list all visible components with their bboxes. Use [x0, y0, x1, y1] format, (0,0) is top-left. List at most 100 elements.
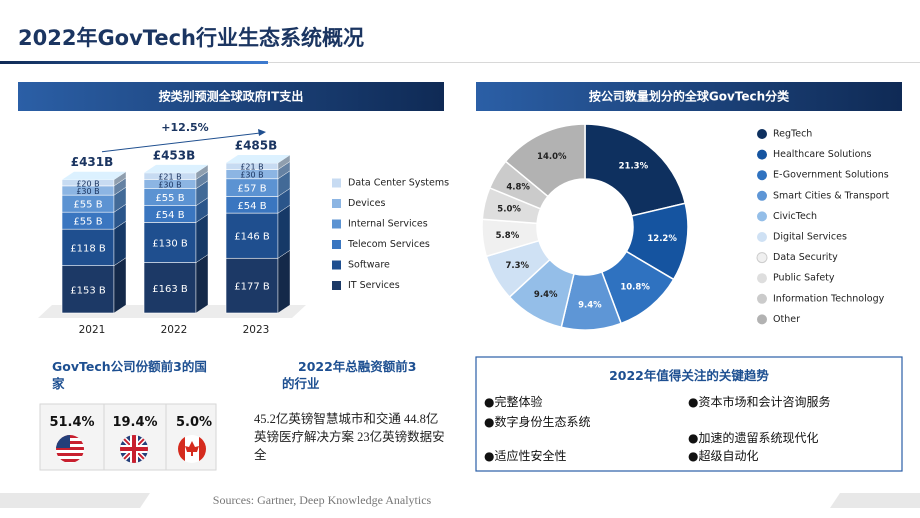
x-tick-label: 2021: [79, 324, 106, 336]
rule: [268, 62, 920, 63]
x-tick-label: 2022: [161, 324, 188, 336]
legend-label: E-Government Solutions: [773, 170, 889, 181]
legend-label: Information Technology: [773, 293, 885, 304]
slice-label: 9.4%: [578, 300, 602, 310]
legend-label: IT Services: [348, 280, 400, 291]
footer-bar: [0, 493, 150, 508]
slice-label: 10.8%: [620, 282, 650, 292]
donut-slice: [504, 123, 586, 198]
bar-top: [226, 155, 290, 163]
bar-segment: [61, 228, 115, 266]
country-share: 5.0%: [175, 415, 213, 430]
trend-item: ●资本市场和会计咨询服务: [688, 395, 831, 409]
legend-swatch: [757, 211, 767, 222]
legend-swatch: [332, 199, 341, 208]
panel-title: 按公司数量划分的全球GovTech分类: [589, 89, 790, 104]
x-tick-label: 2023: [243, 324, 270, 336]
trends-title: 2022年值得关注的关键趋势: [609, 368, 769, 383]
flag-us: [56, 435, 84, 463]
legend-swatch: [332, 240, 341, 249]
panel-header: [476, 82, 902, 111]
panel-title: 按类别预测全球政府IT支出: [159, 89, 304, 104]
legend-label: Software: [348, 260, 390, 271]
flag-ca: [178, 435, 206, 463]
legend-label: Public Safety: [773, 273, 835, 284]
slice-label: 5.8%: [496, 231, 520, 241]
trend-item: ●适应性安全性: [484, 449, 567, 463]
bar-value-label: £20 B: [76, 179, 99, 188]
bar-value-label: £30 B: [158, 181, 181, 190]
legend-label: Telecom Services: [347, 239, 430, 250]
bar-segment: [225, 212, 279, 259]
total-label: £453B: [153, 148, 196, 162]
total-label: £485B: [235, 139, 278, 153]
footer-bar: [830, 493, 920, 508]
bar-value-label: £30 B: [76, 187, 99, 196]
bar-value-label: £163 B: [152, 284, 188, 295]
legend-label: Other: [773, 314, 800, 325]
slice-label: 12.2%: [647, 234, 677, 244]
bar-value-label: £130 B: [152, 238, 188, 249]
growth-annotation: +12.5%: [161, 121, 208, 134]
bar-value-label: £54 B: [155, 210, 184, 221]
title-underline: [0, 61, 268, 64]
legend-swatch: [757, 190, 767, 201]
trend-item: ●加速的遗留系统现代化: [688, 431, 819, 445]
legend-label: RegTech: [773, 129, 812, 140]
bar-value-label: £55 B: [73, 217, 102, 228]
flag-uk: [120, 435, 148, 463]
bar-value-label: £54 B: [237, 201, 266, 212]
slice-label: 7.3%: [505, 261, 529, 271]
trends-box: [475, 356, 903, 472]
bar-side: [195, 214, 209, 263]
bar-top: [144, 164, 208, 173]
growth-arrow: [101, 132, 261, 153]
legend-label: Data Security: [773, 252, 838, 263]
legend-label: Internal Services: [348, 219, 428, 230]
trend-item: ●完整体验: [484, 395, 543, 409]
bar-value-label: £55 B: [73, 200, 102, 211]
bar-value-label: £21 B: [158, 173, 181, 182]
donut-slice: [584, 123, 687, 217]
bar-value-label: £57 B: [237, 184, 266, 195]
bar-top: [62, 171, 126, 180]
bar-value-label: £146 B: [234, 232, 270, 243]
bar-segment: [143, 222, 197, 263]
legend-swatch: [757, 170, 767, 181]
bar-value-label: £153 B: [70, 285, 106, 296]
bar-segment: [143, 262, 197, 314]
page-title: 2022年GovTech行业生态系统概况: [18, 26, 364, 50]
slice-label: 5.0%: [497, 205, 521, 215]
legend-swatch: [757, 293, 767, 304]
legend-swatch: [757, 149, 767, 160]
legend-swatch: [332, 260, 341, 270]
panel-header: [18, 82, 444, 111]
bar-side: [277, 204, 291, 259]
legend-label: Data Center Systems: [348, 178, 449, 189]
legend-label: Digital Services: [773, 232, 847, 243]
country-share: 51.4%: [49, 415, 95, 430]
legend-swatch: [757, 314, 767, 325]
legend-swatch: [757, 129, 767, 139]
arrow-head: [258, 129, 266, 136]
legend-swatch: [757, 273, 767, 284]
bar-value-label: £177 B: [234, 282, 270, 293]
legend-swatch: [332, 281, 341, 290]
slice-label: 14.0%: [537, 152, 567, 162]
bar-side: [195, 254, 209, 314]
slice-label: 9.4%: [534, 290, 558, 300]
section-title: 2022年总融资额前3的行业: [282, 359, 417, 391]
industries-text: 45.2亿英镑智慧城市和交通 44.8亿英镑医疗解决方案 23亿英镑数据安全: [254, 412, 445, 462]
slice-label: 4.8%: [506, 182, 530, 192]
bar-value-label: £21 B: [240, 163, 263, 172]
bar-value-label: £55 B: [155, 193, 184, 204]
legend-label: Devices: [348, 198, 385, 209]
bar-value-label: £30 B: [240, 171, 263, 180]
legend-swatch: [332, 219, 341, 229]
sources: Sources: Gartner, Deep Knowledge Analyti…: [213, 493, 432, 507]
trend-item: ●超级自动化: [688, 449, 759, 463]
bar-side: [113, 257, 127, 314]
section-title: GovTech公司份额前3的国家: [52, 359, 207, 391]
